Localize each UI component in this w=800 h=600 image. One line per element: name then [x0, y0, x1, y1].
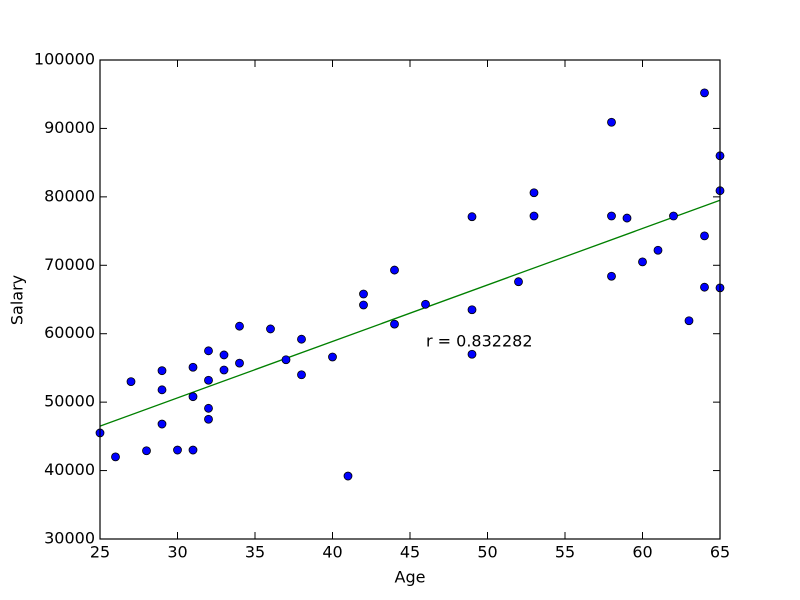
point [529, 211, 539, 221]
point [359, 289, 368, 299]
point [390, 265, 399, 275]
point [297, 370, 306, 380]
x-tick-label: 25 [90, 543, 110, 562]
x-tick-label: 40 [322, 543, 342, 562]
y-axis-label: Salary [8, 275, 27, 325]
point [467, 305, 477, 315]
point [111, 452, 120, 462]
x-tick-label: 35 [245, 543, 265, 562]
point [529, 188, 539, 198]
point [157, 385, 167, 395]
point [328, 352, 337, 362]
point [204, 346, 213, 356]
point [684, 316, 694, 326]
y-tick-label: 90000 [44, 118, 95, 137]
point [622, 213, 632, 223]
point [467, 349, 477, 359]
x-tick-label: 65 [710, 543, 730, 562]
point [173, 445, 182, 455]
point [514, 277, 523, 287]
point [607, 117, 616, 127]
point [235, 321, 244, 331]
point [281, 355, 291, 365]
x-tick-label: 60 [632, 543, 652, 562]
x-tick-label: 55 [555, 543, 575, 562]
point [219, 350, 229, 360]
point [157, 366, 167, 376]
x-axis-label: Age [395, 568, 426, 587]
y-tick-label: 80000 [44, 186, 95, 205]
point [359, 300, 368, 310]
point [126, 377, 136, 387]
y-tick-label: 30000 [44, 529, 95, 548]
point [607, 271, 616, 281]
point [235, 358, 244, 368]
y-tick-label: 60000 [44, 323, 95, 342]
point [390, 319, 399, 329]
y-tick-label: 100000 [34, 50, 95, 69]
y-tick-label: 50000 [44, 392, 95, 411]
point [188, 392, 198, 402]
point [607, 211, 616, 221]
point [219, 365, 229, 375]
plot-frame [99, 59, 721, 540]
point [142, 446, 151, 456]
point [467, 212, 477, 222]
point [204, 375, 213, 385]
point [700, 231, 709, 241]
y-tick-label: 70000 [44, 255, 95, 274]
point [669, 211, 678, 221]
x-tick-label: 45 [400, 543, 420, 562]
point [266, 324, 275, 334]
point [343, 471, 353, 481]
point [638, 257, 647, 267]
point [700, 282, 709, 292]
x-tick-label: 30 [167, 543, 187, 562]
point [297, 334, 306, 344]
y-tick-label: 40000 [44, 460, 95, 479]
fit-line [99, 199, 721, 427]
point [653, 245, 663, 255]
point [188, 445, 198, 455]
x-tick-label: 50 [477, 543, 497, 562]
annotation: r = 0.832282 [426, 332, 533, 351]
point [204, 414, 213, 424]
point [204, 403, 213, 413]
point [700, 88, 709, 98]
point [421, 299, 430, 309]
point [188, 362, 198, 372]
point [157, 419, 167, 429]
